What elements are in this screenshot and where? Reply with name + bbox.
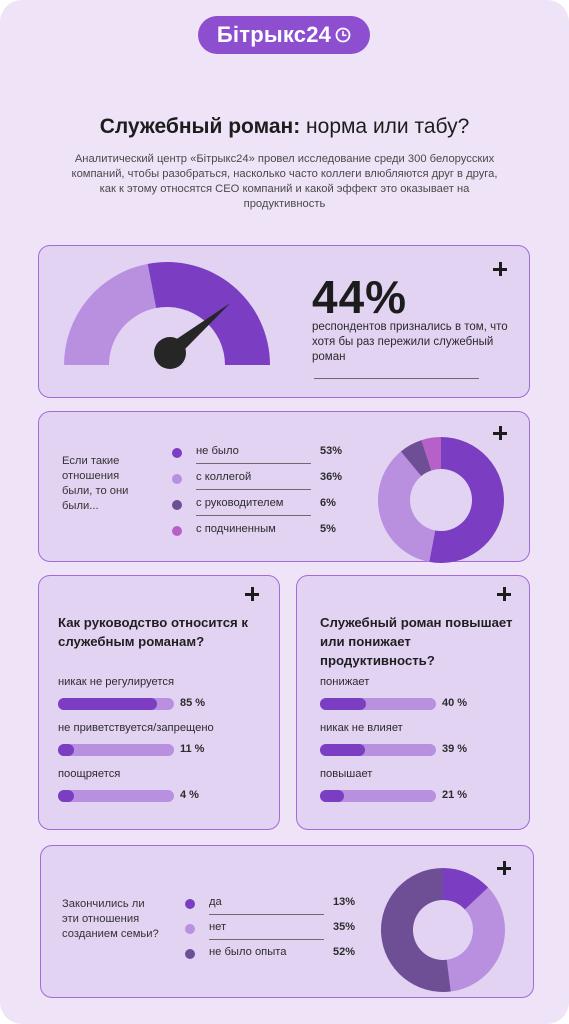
donut-slice: [378, 451, 436, 562]
legend-label: с коллегой: [196, 471, 252, 483]
page-subtitle: Аналитический центр «Бітрыкс24» провел и…: [71, 153, 498, 210]
donut-slice: [429, 437, 504, 563]
productivity-question: Служебный роман повышает или понижает пр…: [320, 615, 513, 668]
bar-fill: [58, 744, 74, 756]
legend-dot: [185, 949, 195, 959]
plus-icon[interactable]: [493, 426, 507, 440]
legend-item: с коллегой 36%: [172, 471, 350, 487]
bar-fill: [320, 790, 345, 802]
bar-value: 11 %: [180, 743, 205, 755]
bar-value: 39 %: [442, 743, 468, 755]
title-bold: Служебный роман:: [99, 115, 301, 138]
legend-label: нет: [209, 921, 227, 933]
legend-label: с подчиненным: [196, 523, 276, 535]
plus-icon[interactable]: [245, 587, 259, 601]
legend-dot: [185, 924, 195, 934]
bar-label: никак не влияет: [320, 722, 403, 734]
donut-slice: [380, 868, 451, 992]
legend-item: с подчиненным 5%: [172, 523, 350, 539]
gauge-chart: [64, 262, 270, 369]
legend-label: не было опыта: [209, 946, 287, 958]
plus-icon[interactable]: [497, 861, 511, 875]
legend-divider: [196, 515, 311, 516]
bar-value: 40 %: [442, 697, 468, 709]
legend-item: не было опыта 52%: [185, 946, 363, 962]
bar-label: не приветствуется/запрещено: [58, 722, 214, 734]
legend-item: да 13%: [185, 896, 363, 912]
legend-dot: [172, 474, 182, 484]
bar-track: [320, 790, 436, 802]
logo-text: Бітрыкс24: [216, 22, 332, 47]
legend-dot: [172, 500, 182, 510]
bar-track: [58, 698, 174, 710]
bar-label: никак не регулируется: [58, 676, 175, 688]
legend-value: 35%: [333, 921, 356, 933]
legend-value: 13%: [333, 896, 356, 908]
legend-divider: [209, 914, 324, 915]
bar-value: 85 %: [180, 697, 206, 709]
gauge-segment-value: [147, 262, 270, 365]
title-rest: норма или табу?: [300, 115, 470, 138]
legend-divider: [196, 489, 311, 490]
legend-value: 6%: [320, 497, 336, 509]
bar-track: [320, 698, 436, 710]
legend-divider: [196, 463, 311, 464]
bar-fill: [320, 698, 367, 710]
big-description: респондентов признались в том, что хотя …: [312, 321, 508, 363]
family-donut: [380, 868, 505, 992]
plus-icon[interactable]: [497, 587, 511, 601]
brand-logo: Бітрыкс24: [198, 16, 370, 54]
bar-track: [58, 790, 174, 802]
management-question: Как руководство относится к служебным ро…: [58, 615, 249, 649]
bar-track: [320, 744, 436, 756]
legend-value: 5%: [320, 523, 336, 535]
legend-divider: [209, 939, 324, 940]
relations-donut: [378, 437, 504, 563]
plus-icon[interactable]: [493, 262, 507, 276]
page-title: Служебный роман: норма или табу?: [0, 115, 569, 139]
legend-item: с руководителем 6%: [172, 497, 350, 513]
bar-value: 21 %: [442, 789, 468, 801]
big-percent: 44%: [312, 271, 408, 323]
divider: [314, 378, 479, 379]
gauge-hub: [154, 337, 186, 369]
legend-value: 53%: [320, 445, 343, 457]
bar-fill: [58, 698, 157, 710]
legend-label: да: [209, 896, 222, 908]
legend-value: 52%: [333, 946, 356, 958]
family-question: Закончились ли эти отношения созданием с…: [62, 898, 159, 940]
donut-slice: [400, 440, 432, 477]
bar-label: повышает: [320, 768, 373, 780]
gauge-segment-rest: [64, 263, 157, 365]
donut-slice: [443, 868, 489, 910]
clock-icon: [335, 27, 351, 43]
legend-label: не было: [196, 445, 239, 457]
legend-item: не было 53%: [172, 445, 350, 461]
donut-slice: [446, 887, 505, 992]
legend-dot: [172, 448, 182, 458]
legend-item: нет 35%: [185, 921, 363, 937]
legend-dot: [185, 899, 195, 909]
bar-fill: [320, 744, 366, 756]
bar-fill: [58, 790, 74, 802]
legend-dot: [172, 526, 182, 536]
donut-slice: [421, 437, 441, 471]
bar-label: поощряется: [58, 768, 121, 780]
bar-value: 4 %: [180, 789, 199, 801]
relations-question: Если такие отношения были, то они были..…: [62, 455, 129, 512]
legend-value: 36%: [320, 471, 343, 483]
bar-label: понижает: [320, 676, 370, 688]
bar-track: [58, 744, 174, 756]
legend-label: с руководителем: [196, 497, 284, 509]
